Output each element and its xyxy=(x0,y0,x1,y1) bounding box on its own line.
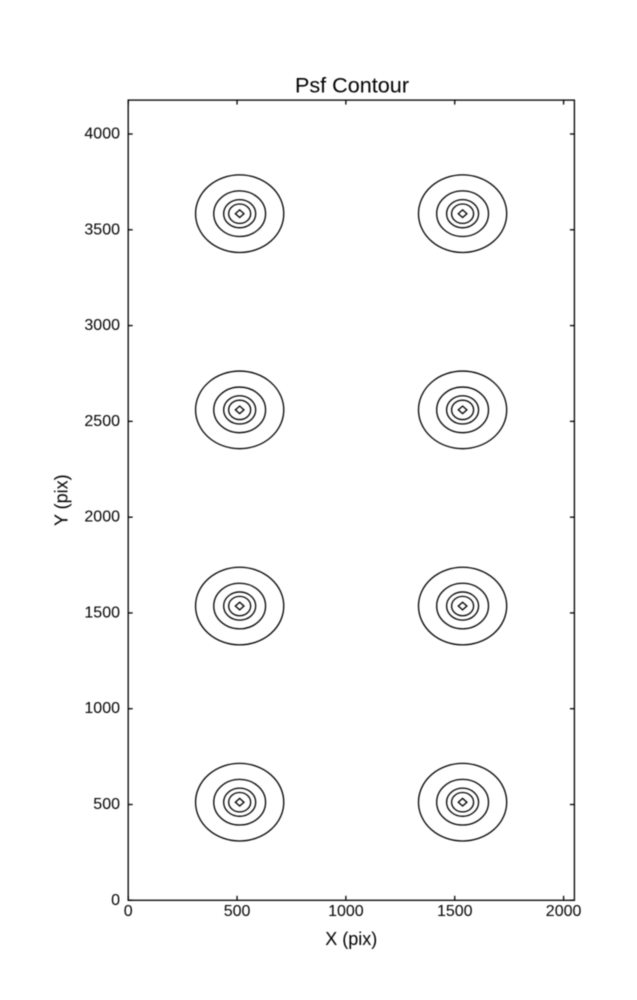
svg-text:1500: 1500 xyxy=(84,604,120,621)
svg-text:Y (pix): Y (pix) xyxy=(52,474,72,526)
svg-text:4000: 4000 xyxy=(84,126,120,143)
svg-text:X (pix): X (pix) xyxy=(325,929,377,949)
svg-text:0: 0 xyxy=(124,903,133,920)
svg-text:3500: 3500 xyxy=(84,221,120,238)
svg-text:1000: 1000 xyxy=(84,700,120,717)
svg-text:500: 500 xyxy=(224,903,251,920)
svg-text:2000: 2000 xyxy=(84,509,120,526)
svg-text:0: 0 xyxy=(111,892,120,909)
svg-text:2500: 2500 xyxy=(84,413,120,430)
svg-text:1500: 1500 xyxy=(437,903,473,920)
svg-text:1000: 1000 xyxy=(328,903,364,920)
svg-text:2000: 2000 xyxy=(546,903,582,920)
svg-text:500: 500 xyxy=(93,796,120,813)
svg-text:3000: 3000 xyxy=(84,317,120,334)
svg-text:Psf Contour: Psf Contour xyxy=(295,73,409,98)
